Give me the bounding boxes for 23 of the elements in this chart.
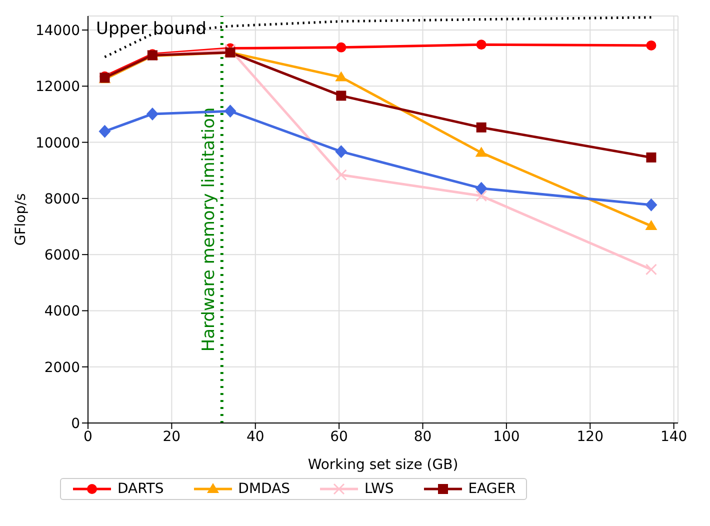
y-tick-label: 0	[71, 416, 80, 432]
y-tick-label: 14000	[35, 23, 80, 40]
y-tick-label: 12000	[35, 79, 80, 96]
x-tick-label: 100	[493, 428, 520, 445]
legend-label: LWS	[363, 481, 394, 497]
y-axis-title: GFlop/s	[12, 193, 29, 246]
x-tick-label: 140	[660, 428, 688, 445]
x-tick-label: 40	[246, 428, 264, 445]
x-tick-label: 20	[162, 428, 181, 445]
y-tick-label: 2000	[44, 360, 80, 376]
x-axis-title: Working set size (GB)	[308, 457, 458, 473]
y-tick-label: 10000	[35, 135, 80, 152]
y-tick-label: 4000	[44, 304, 80, 320]
x-tick-label: 0	[84, 428, 92, 445]
y-tick-label: 6000	[44, 248, 80, 264]
x-tick-label: 80	[414, 428, 432, 445]
x-tick-label: 120	[576, 428, 604, 445]
ref-line-label: Hardware memory limitation	[198, 107, 219, 352]
legend-label: DARTS	[116, 481, 164, 497]
x-tick-label: 60	[330, 428, 348, 445]
legend-label: EAGER	[467, 481, 516, 497]
y-tick-label: 8000	[44, 191, 80, 208]
legend-label: DMDAS	[237, 481, 290, 497]
